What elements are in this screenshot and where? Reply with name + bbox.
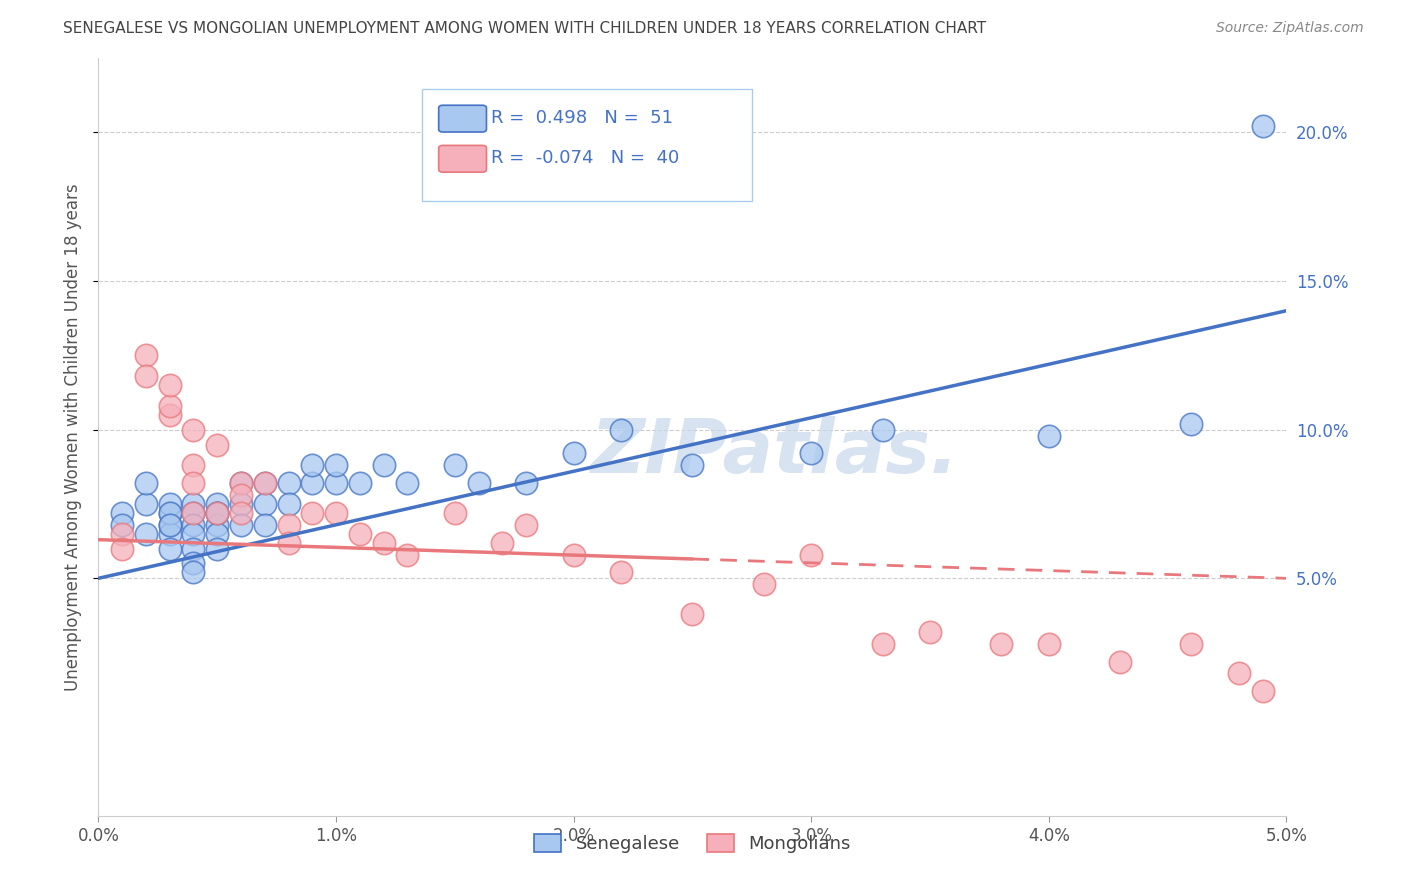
Point	[205, 506, 228, 520]
Point	[396, 476, 419, 491]
Point	[205, 437, 228, 451]
Point	[183, 557, 205, 571]
Point	[159, 497, 181, 511]
Point	[681, 607, 703, 621]
Point	[301, 506, 323, 520]
Y-axis label: Unemployment Among Women with Children Under 18 years: Unemployment Among Women with Children U…	[65, 183, 83, 691]
Point	[277, 535, 299, 549]
Point	[135, 369, 157, 384]
Point	[229, 476, 252, 491]
Legend: Senegalese, Mongolians: Senegalese, Mongolians	[527, 826, 858, 860]
Point	[1038, 428, 1060, 442]
Point	[443, 506, 465, 520]
Point	[301, 458, 323, 473]
Point	[253, 497, 276, 511]
Point	[610, 566, 633, 580]
Point	[229, 488, 252, 502]
Point	[253, 476, 276, 491]
Point	[800, 446, 823, 460]
Point	[1227, 666, 1250, 681]
Point	[277, 517, 299, 532]
Point	[562, 446, 585, 460]
Point	[800, 548, 823, 562]
Text: R =  -0.074   N =  40: R = -0.074 N = 40	[491, 149, 679, 167]
Point	[183, 497, 205, 511]
Point	[229, 506, 252, 520]
Point	[183, 506, 205, 520]
Point	[205, 526, 228, 541]
Point	[135, 497, 157, 511]
Point	[205, 517, 228, 532]
Point	[111, 541, 134, 556]
Point	[183, 506, 205, 520]
Point	[183, 423, 205, 437]
Point	[277, 476, 299, 491]
Point	[205, 541, 228, 556]
Point	[205, 497, 228, 511]
Point	[253, 517, 276, 532]
Point	[253, 476, 276, 491]
Point	[111, 506, 134, 520]
Point	[111, 526, 134, 541]
Point	[183, 458, 205, 473]
Point	[515, 517, 537, 532]
Point	[349, 526, 371, 541]
Point	[325, 506, 347, 520]
Point	[1251, 120, 1274, 134]
Point	[515, 476, 537, 491]
Point	[610, 423, 633, 437]
Point	[325, 476, 347, 491]
Point	[205, 506, 228, 520]
Point	[396, 548, 419, 562]
Text: R =  0.498   N =  51: R = 0.498 N = 51	[491, 109, 672, 127]
Point	[229, 517, 252, 532]
Point	[183, 526, 205, 541]
Point	[349, 476, 371, 491]
Point	[159, 517, 181, 532]
Point	[159, 506, 181, 520]
Point	[681, 458, 703, 473]
Point	[277, 497, 299, 511]
Text: ZIPatlas.: ZIPatlas.	[592, 416, 960, 489]
Point	[752, 577, 775, 591]
Text: SENEGALESE VS MONGOLIAN UNEMPLOYMENT AMONG WOMEN WITH CHILDREN UNDER 18 YEARS CO: SENEGALESE VS MONGOLIAN UNEMPLOYMENT AMO…	[63, 21, 987, 37]
Point	[135, 476, 157, 491]
Point	[872, 423, 894, 437]
Point	[183, 541, 205, 556]
Point	[205, 506, 228, 520]
Point	[325, 458, 347, 473]
Point	[159, 506, 181, 520]
Point	[1038, 637, 1060, 651]
Point	[135, 348, 157, 362]
Point	[301, 476, 323, 491]
Point	[872, 637, 894, 651]
Point	[159, 378, 181, 392]
Point	[1180, 417, 1202, 431]
Point	[990, 637, 1012, 651]
Point	[159, 399, 181, 413]
Point	[183, 566, 205, 580]
Point	[920, 624, 942, 639]
Point	[1180, 637, 1202, 651]
Point	[159, 408, 181, 422]
Point	[135, 526, 157, 541]
Point	[562, 548, 585, 562]
Point	[159, 526, 181, 541]
Point	[1251, 684, 1274, 698]
Point	[229, 476, 252, 491]
Point	[159, 517, 181, 532]
Point	[229, 497, 252, 511]
Point	[373, 535, 395, 549]
Point	[111, 517, 134, 532]
Point	[183, 476, 205, 491]
Point	[373, 458, 395, 473]
Point	[1109, 655, 1132, 669]
Point	[159, 541, 181, 556]
Point	[491, 535, 513, 549]
Point	[183, 517, 205, 532]
Text: Source: ZipAtlas.com: Source: ZipAtlas.com	[1216, 21, 1364, 36]
Point	[467, 476, 489, 491]
Point	[443, 458, 465, 473]
